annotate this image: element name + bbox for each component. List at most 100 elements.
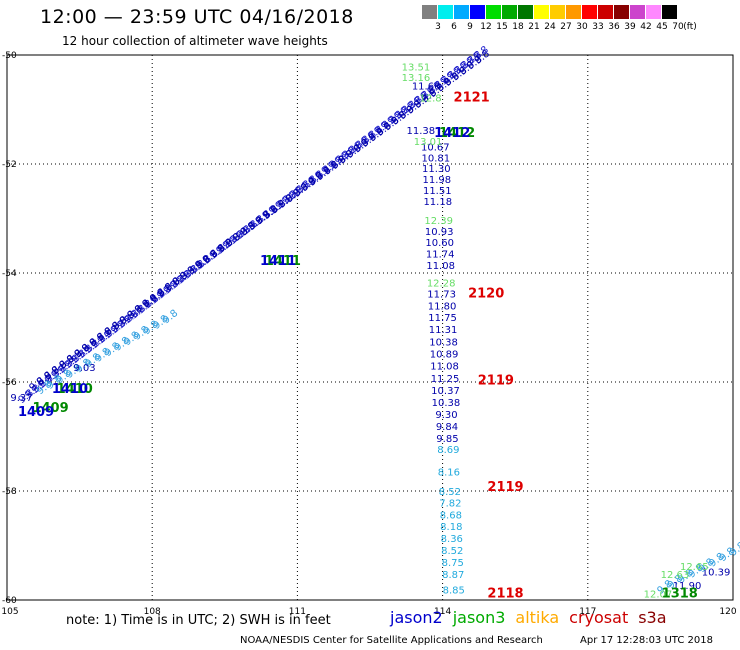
swh-value: 12.63	[661, 570, 690, 581]
pass-time-label: 1410	[57, 382, 93, 397]
pass-time-label: 1412	[439, 126, 475, 141]
track-density-decoration: 9.89.89.89.89.89.89.89.89.89.89.89.89.89…	[17, 44, 740, 597]
swh-value: 8.52	[441, 546, 463, 557]
swh-value: 8.16	[438, 468, 460, 479]
swh-value: 10.38	[429, 337, 458, 348]
colorbar-swatch	[518, 5, 534, 19]
lon-tick-label: 120	[719, 607, 736, 617]
lat-tick-label: -50	[2, 51, 17, 61]
colorbar-swatch	[566, 5, 582, 19]
swh-value: 10.37	[431, 386, 460, 397]
colorbar-swatch	[662, 5, 678, 19]
colorbar	[422, 5, 678, 19]
swh-value: 13.01	[414, 137, 443, 148]
legend-item-jason2: jason2	[390, 608, 443, 627]
swh-value: 10.81	[422, 153, 451, 164]
lat-tick-label: -60	[2, 596, 17, 606]
swh-value: 12.39	[424, 216, 453, 227]
colorbar-tick-label: 12	[480, 22, 492, 32]
colorbar-swatch	[646, 5, 662, 19]
swh-value: 11.25	[431, 374, 460, 385]
lat-tick-label: -52	[2, 160, 17, 170]
pass-time-label: 1411	[265, 254, 301, 269]
colorbar-tick-label: 42	[640, 22, 652, 32]
swh-value: 11.75	[428, 313, 457, 324]
lon-tick-label: 108	[144, 607, 161, 617]
swh-value: 8.18	[440, 522, 462, 533]
lon-tick-label: 114	[434, 607, 451, 617]
swh-value: 9.30	[435, 410, 457, 421]
satellite-legend: jason2 jason3 altika cryosat s3a	[390, 608, 677, 627]
chart-subtitle: 12 hour collection of altimeter wave hei…	[62, 34, 328, 48]
grid-lines	[6, 54, 734, 601]
swh-value: 11.30	[422, 164, 451, 175]
swh-value: 10.39	[702, 567, 731, 578]
chart-title: 12:00 — 23:59 UTC 04/16/2018	[40, 6, 354, 28]
swh-value: 11.74	[426, 250, 455, 261]
pass-time-label: 2121	[454, 90, 490, 105]
swh-value: 12.28	[427, 279, 456, 290]
colorbar-swatch	[550, 5, 566, 19]
swh-value: 11.38	[406, 126, 435, 137]
axis-ticks: 105 108 111 114 117 120 -50 -52 -54 -56 -58 -60	[1, 51, 736, 617]
swh-value: 11.31	[429, 325, 458, 336]
swh-value: 11.08	[430, 361, 459, 372]
colorbar-tick-label: 45	[656, 22, 668, 32]
swh-value: 11.80	[428, 302, 457, 313]
swh-value: 10.60	[425, 238, 454, 249]
swh-value: 12.8	[419, 93, 441, 104]
swh-value: 7.82	[439, 498, 461, 509]
colorbar-swatch	[630, 5, 646, 19]
legend-item-cryosat: cryosat	[569, 608, 629, 627]
colorbar-swatch	[454, 5, 470, 19]
lon-tick-label: 117	[579, 607, 596, 617]
swh-value: 11.98	[422, 175, 451, 186]
swh-value: 10.38	[432, 398, 461, 409]
swh-value: 11.66	[412, 81, 441, 92]
colorbar-swatch	[470, 5, 486, 19]
lon-tick-label: 111	[289, 607, 306, 617]
swh-value: 11.51	[423, 186, 452, 197]
pass-time-label: 2120	[468, 287, 504, 302]
legend-item-altika: altika	[515, 608, 560, 627]
colorbar-swatch	[598, 5, 614, 19]
colorbar-tick-label: 9	[467, 22, 473, 32]
pass-time-label: 1411	[260, 254, 296, 269]
lat-tick-label: -58	[2, 487, 17, 497]
swh-value: 8.52	[439, 487, 461, 498]
swh-value: 8.87	[442, 570, 464, 581]
colorbar-tick-label: 24	[544, 22, 556, 32]
colorbar-tick-label: 18	[512, 22, 524, 32]
colorbar-tick-label: 27	[560, 22, 572, 32]
swh-value: 10.67	[421, 142, 450, 153]
lat-tick-label: -56	[2, 378, 17, 388]
colorbar-tick-label: 36	[608, 22, 620, 32]
colorbar-swatch	[502, 5, 518, 19]
colorbar-tick-label: 39	[624, 22, 636, 32]
swh-value: 13.51	[402, 62, 431, 73]
swh-value: 11.73	[427, 290, 456, 301]
colorbar-tick-label: 33	[592, 22, 604, 32]
swh-value: 8.75	[442, 558, 464, 569]
colorbar-tick-label: 6	[451, 22, 457, 32]
swh-value: 8.69	[437, 445, 459, 456]
lat-tick-label: -54	[2, 269, 17, 279]
time-labels: 1409140914101410141114111412141221212120…	[18, 90, 698, 601]
swh-value: 9.84	[436, 422, 458, 433]
colorbar-tick-label: 30	[576, 22, 588, 32]
swh-value: 10.93	[425, 227, 454, 238]
pass-time-label: 1318	[662, 586, 698, 601]
pass-time-label: 2119	[487, 480, 523, 495]
swh-value: 9.37	[10, 393, 32, 404]
footer-note: note: 1) Time is in UTC; 2) SWH is in fe…	[66, 613, 331, 628]
pass-time-label: 1412	[434, 126, 470, 141]
pass-time-label: 2118	[487, 586, 523, 601]
track-reading-glyph: 9.8	[728, 540, 740, 558]
colorbar-tick-label: 3	[435, 22, 441, 32]
swh-value: 11.08	[426, 261, 455, 272]
swh-value: 10.89	[430, 349, 459, 360]
swh-value: 13.16	[402, 73, 431, 84]
swh-value: 8.68	[440, 510, 462, 521]
